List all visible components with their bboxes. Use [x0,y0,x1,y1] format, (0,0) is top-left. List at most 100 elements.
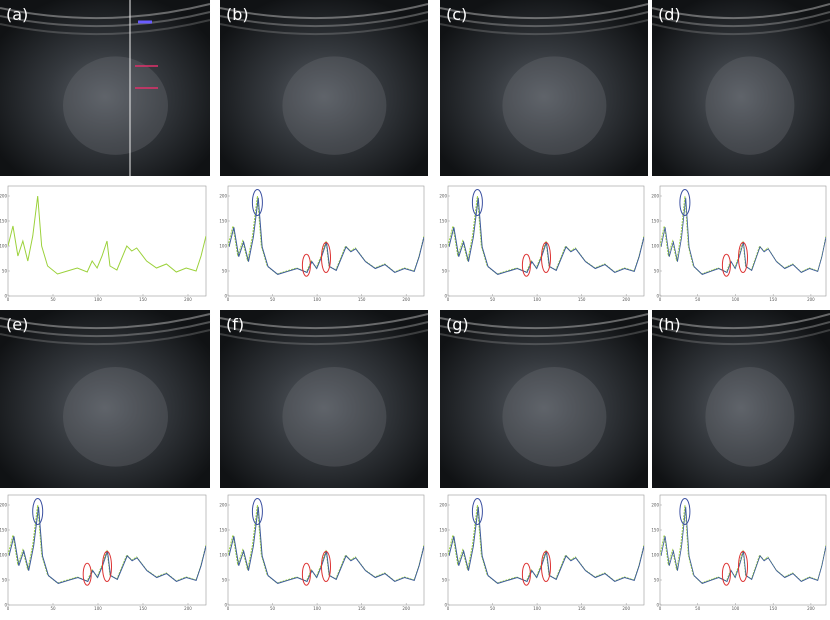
y-tick-label: 200 [219,194,227,199]
valley-marker [738,551,748,582]
y-tick-label: 150 [0,219,7,224]
y-tick-label: 150 [439,528,447,533]
ultrasound-image [652,310,830,488]
x-tick-label: 100 [732,606,740,611]
x-tick-label: 150 [578,606,586,611]
y-tick-label: 100 [439,244,447,249]
tissue-arc [651,3,830,20]
peak-marker [679,189,691,216]
x-tick-label: 150 [358,297,366,302]
organ [63,366,168,467]
x-tick-label: 100 [94,606,102,611]
ultrasound-image [440,310,648,488]
peak-marker [679,498,691,525]
y-tick-label: 100 [439,553,447,558]
tissue-arc [439,313,649,330]
x-tick-label: 100 [313,297,321,302]
y-tick-label: 0 [224,603,227,608]
x-tick-label: 0 [227,606,230,611]
ultrasound-image [0,0,210,176]
x-tick-label: 50 [695,606,701,611]
tissue-arc [219,11,429,28]
x-tick-label: 200 [184,297,192,302]
x-tick-label: 200 [622,297,630,302]
x-tick-label: 200 [807,297,815,302]
tissue-arc [651,11,830,28]
organ [502,56,607,155]
y-tick-label: 200 [0,194,7,199]
y-tick-label: 0 [4,603,7,608]
y-tick-label: 200 [439,503,447,508]
panel-label: (e) [6,315,28,334]
x-tick-label: 0 [659,606,662,611]
tissue-arc [439,19,649,36]
x-tick-label: 50 [50,297,56,302]
valley-marker [721,253,731,277]
x-tick-label: 100 [533,606,541,611]
valley-marker [521,253,531,277]
y-tick-label: 200 [651,194,659,199]
x-tick-label: 50 [695,297,701,302]
tissue-arc [219,321,429,338]
x-tick-label: 150 [769,297,777,302]
ultrasound-image [220,0,428,176]
y-tick-label: 100 [219,244,227,249]
y-tick-label: 0 [444,294,447,299]
valley-marker [721,562,731,586]
tissue-arc [219,3,429,20]
panel-label: (g) [446,315,469,334]
tissue-arc [0,321,211,338]
valley-marker [102,551,112,582]
y-tick-label: 150 [219,219,227,224]
valley-marker [82,562,92,586]
y-tick-label: 100 [651,244,659,249]
x-tick-label: 0 [447,297,450,302]
organ [63,56,168,155]
peak-marker [251,498,263,525]
tissue-arc [0,329,211,346]
panel-label: (a) [6,5,28,24]
peak-marker [471,189,483,216]
x-tick-label: 200 [622,606,630,611]
x-tick-label: 100 [533,297,541,302]
y-tick-label: 100 [0,244,7,249]
y-tick-label: 150 [0,528,7,533]
tissue-arc [219,313,429,330]
tissue-arc [651,313,830,330]
ultrasound-image [652,0,830,176]
y-tick-label: 50 [442,269,448,274]
y-tick-label: 150 [439,219,447,224]
panel-label: (f) [226,315,244,334]
y-tick-label: 50 [222,578,228,583]
y-tick-label: 0 [444,603,447,608]
valley-marker [541,551,551,582]
y-tick-label: 50 [2,578,8,583]
x-tick-label: 50 [490,606,496,611]
y-tick-label: 100 [219,553,227,558]
tissue-arc [439,321,649,338]
tissue-arc [219,329,429,346]
tissue-arc [0,313,211,330]
tissue-arc [0,3,211,20]
tissue-arc [0,11,211,28]
x-tick-label: 150 [139,606,147,611]
organ [282,56,387,155]
x-tick-label: 150 [358,606,366,611]
y-tick-label: 150 [651,528,659,533]
x-tick-label: 0 [227,297,230,302]
y-tick-label: 200 [0,503,7,508]
ultrasound-image [440,0,648,176]
peak-marker [32,498,44,525]
tissue-arc [651,329,830,346]
x-tick-label: 150 [769,606,777,611]
y-tick-label: 50 [654,578,660,583]
x-tick-label: 200 [402,297,410,302]
peak-marker [251,189,263,216]
x-tick-label: 0 [659,297,662,302]
